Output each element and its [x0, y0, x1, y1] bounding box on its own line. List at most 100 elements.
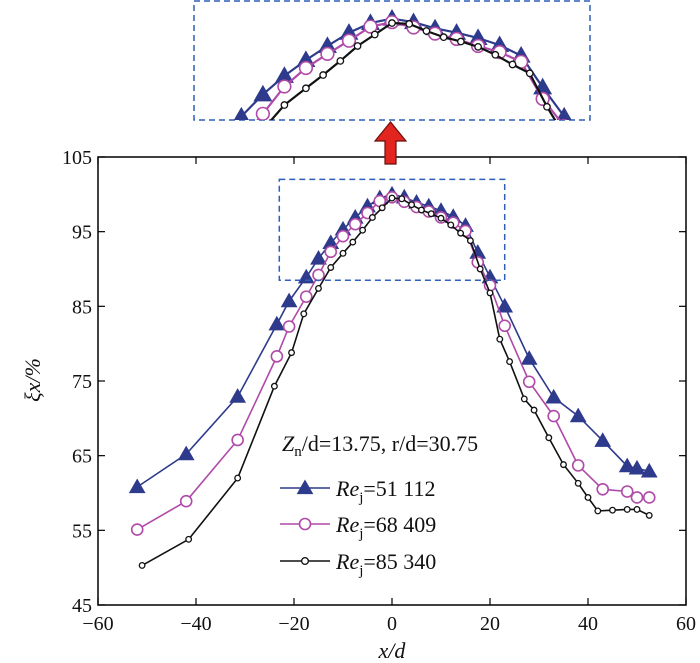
- data-point: [530, 406, 538, 414]
- data-point: [569, 407, 587, 423]
- data-point: [298, 517, 312, 531]
- x-tick-label: 20: [480, 613, 500, 635]
- legend-label: Rej=68 409: [335, 512, 436, 542]
- data-point: [363, 19, 378, 34]
- data-point: [642, 491, 656, 504]
- data-point: [466, 237, 474, 245]
- data-point: [260, 126, 266, 132]
- inset-series-line: [235, 17, 569, 120]
- data-point: [282, 320, 296, 333]
- data-point: [327, 264, 335, 271]
- data-point: [439, 33, 448, 42]
- data-point: [299, 290, 313, 303]
- legend-entry: Rej=51 112: [280, 476, 435, 506]
- data-point: [255, 106, 270, 120]
- inset-series-triangle: [181, 8, 598, 178]
- data-point: [522, 375, 536, 389]
- data-point: [496, 335, 504, 343]
- inset-series-circle: [183, 15, 597, 217]
- y-tick-label: 45: [72, 595, 92, 617]
- y-tick-label: 95: [72, 222, 92, 244]
- data-point: [447, 221, 455, 229]
- x-tick-label: 40: [578, 613, 598, 635]
- x-tick-label: −60: [82, 613, 113, 635]
- data-point: [181, 163, 198, 178]
- legend-entry: Rej=68 409: [280, 512, 436, 542]
- data-point: [556, 106, 572, 120]
- inset-series-layer: [181, 8, 601, 248]
- data-point: [185, 535, 193, 543]
- zoom-region-box: [278, 178, 506, 281]
- data-point: [312, 268, 325, 282]
- data-point: [543, 102, 551, 111]
- data-point: [128, 478, 146, 494]
- inset-series-line: [269, 21, 557, 120]
- data-point: [496, 297, 514, 313]
- data-point: [336, 57, 345, 65]
- data-point: [645, 511, 653, 519]
- data-point: [268, 315, 286, 331]
- data-point: [324, 245, 338, 259]
- data-point: [320, 46, 335, 62]
- data-point: [571, 459, 585, 472]
- data-point: [457, 229, 465, 237]
- data-point: [270, 382, 278, 390]
- data-point: [339, 249, 347, 257]
- data-point: [310, 250, 327, 265]
- data-point: [623, 505, 631, 513]
- data-point: [205, 168, 218, 181]
- data-point: [341, 33, 357, 48]
- y-tick-label: 65: [72, 446, 92, 468]
- data-point: [388, 194, 396, 202]
- data-point: [422, 27, 431, 35]
- data-point: [427, 210, 435, 218]
- x-tick-label: −40: [180, 613, 211, 635]
- data-point: [179, 494, 193, 508]
- data-point: [182, 242, 188, 248]
- data-point: [486, 289, 494, 297]
- data-point: [594, 507, 602, 515]
- data-point: [353, 42, 362, 50]
- data-point: [547, 409, 561, 423]
- data-point: [456, 37, 465, 46]
- data-point: [476, 265, 484, 273]
- data-point: [212, 202, 218, 208]
- data-point: [474, 42, 482, 51]
- legend-label: Rej=51 112: [335, 476, 435, 506]
- legend: Rej=51 112 Rej=68 409 Rej=85 340: [280, 476, 436, 579]
- data-point: [633, 505, 641, 513]
- data-point: [498, 319, 512, 333]
- data-point: [630, 491, 644, 504]
- data-point: [578, 186, 584, 192]
- data-point: [300, 556, 310, 566]
- y-tick-label: 105: [62, 147, 92, 169]
- data-point: [596, 482, 610, 496]
- data-point: [405, 20, 414, 28]
- inset-box: [193, 0, 591, 121]
- data-point: [370, 30, 379, 39]
- legend-label: Rej=85 340: [335, 549, 436, 579]
- data-point: [288, 349, 295, 357]
- data-point: [520, 350, 538, 365]
- data-point: [302, 84, 310, 93]
- data-point: [640, 462, 658, 478]
- data-point: [545, 388, 563, 404]
- data-point: [491, 50, 500, 59]
- data-point: [584, 494, 592, 501]
- data-point: [378, 204, 386, 212]
- x-tick-label: 60: [676, 613, 696, 635]
- data-point: [130, 523, 144, 536]
- y-tick-label: 85: [72, 296, 92, 318]
- data-point: [183, 204, 196, 217]
- data-point: [437, 214, 445, 222]
- data-point: [235, 133, 248, 146]
- data-point: [609, 506, 616, 514]
- data-point: [581, 142, 598, 157]
- zoom-arrow-icon: [373, 121, 408, 165]
- data-point: [595, 213, 601, 219]
- data-point: [296, 479, 314, 495]
- data-point: [584, 167, 597, 180]
- data-point: [177, 445, 195, 461]
- data-point: [203, 136, 220, 151]
